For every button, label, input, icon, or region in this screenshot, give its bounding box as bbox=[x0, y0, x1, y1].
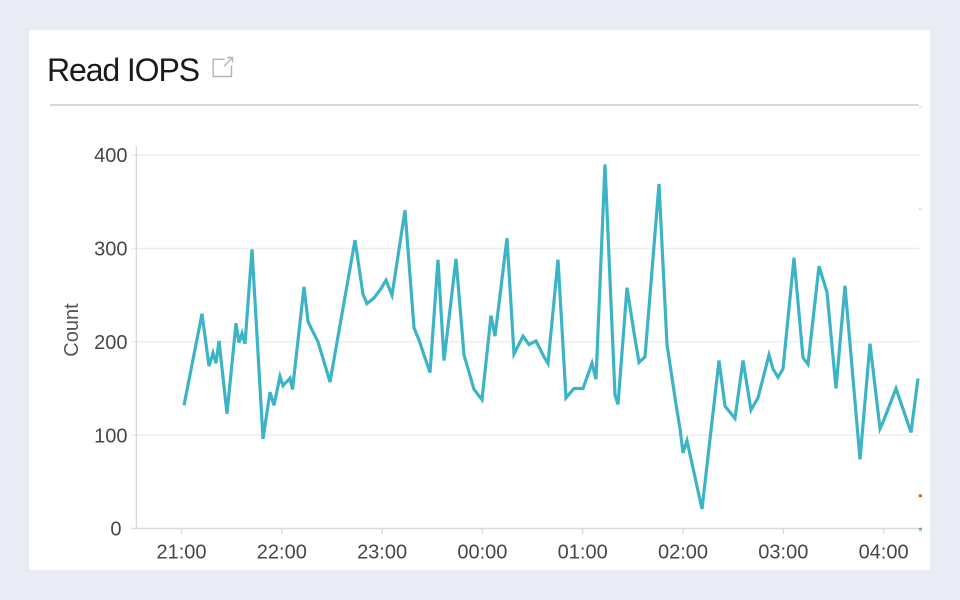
svg-text:04:00: 04:00 bbox=[859, 542, 909, 564]
svg-text:200: 200 bbox=[94, 332, 127, 354]
svg-text:02:00: 02:00 bbox=[658, 542, 708, 564]
svg-text:21:00: 21:00 bbox=[156, 542, 206, 564]
svg-text:23:00: 23:00 bbox=[357, 542, 407, 564]
svg-text:0: 0 bbox=[110, 519, 121, 541]
svg-text:00:00: 00:00 bbox=[457, 542, 507, 564]
svg-text:100: 100 bbox=[94, 425, 127, 447]
svg-text:01:00: 01:00 bbox=[558, 542, 608, 564]
svg-text:03:00: 03:00 bbox=[758, 542, 808, 564]
svg-text:Count: Count bbox=[61, 303, 83, 357]
svg-text:22:00: 22:00 bbox=[257, 542, 307, 564]
svg-text:400: 400 bbox=[94, 145, 127, 167]
svg-text:300: 300 bbox=[94, 239, 127, 261]
